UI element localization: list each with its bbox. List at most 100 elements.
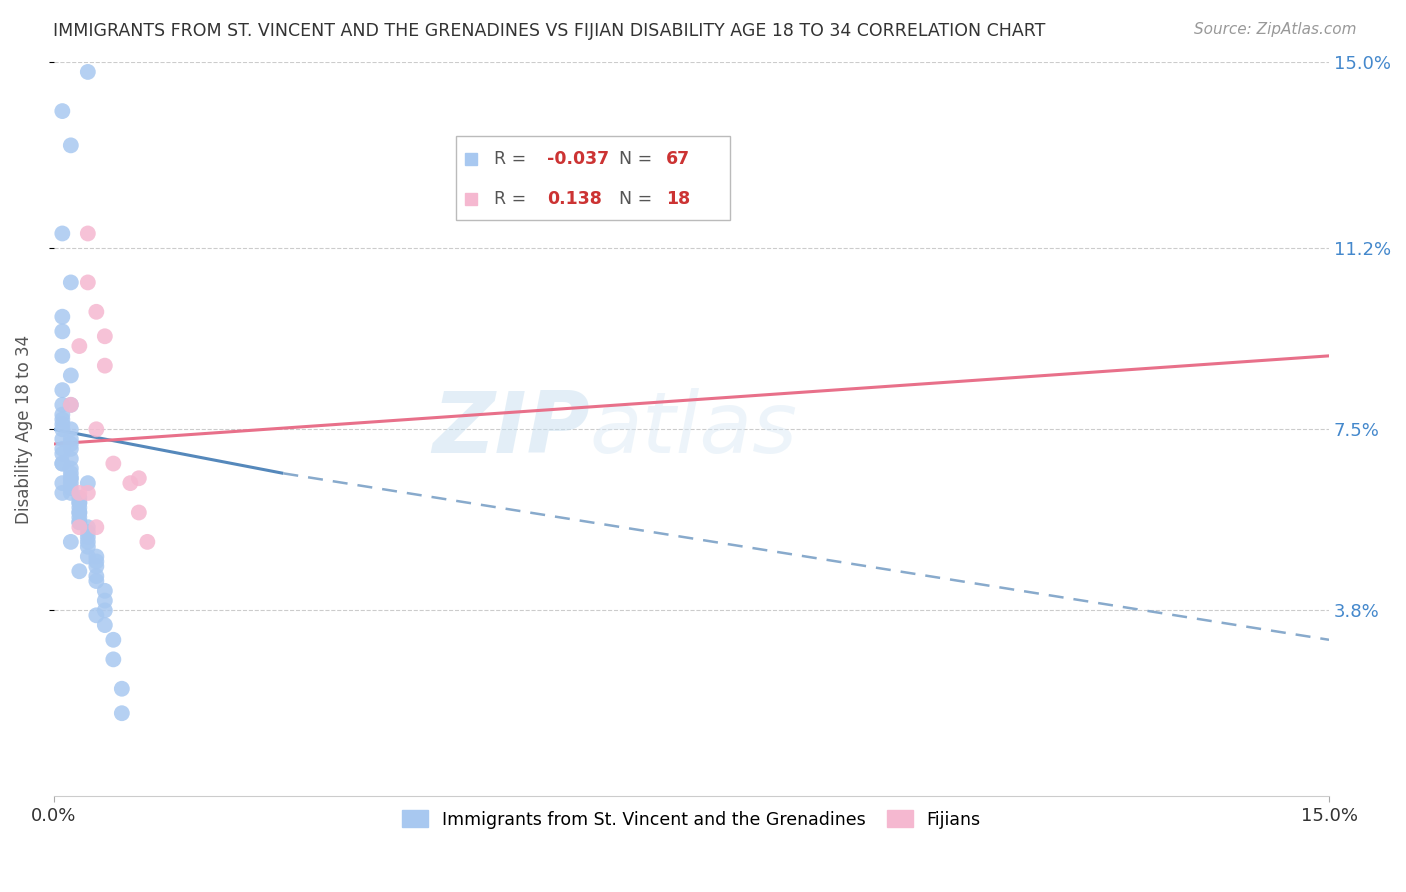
Point [59, 481, 82, 495]
Text: IMMIGRANTS FROM ST. VINCENT AND THE GRENADINES VS FIJIAN DISABILITY AGE 18 TO 34: IMMIGRANTS FROM ST. VINCENT AND THE GREN… [53, 22, 1046, 40]
Point [76, 540, 98, 554]
Point [51, 457, 73, 471]
Point [51, 408, 73, 422]
Point [59, 138, 82, 153]
Point [51, 422, 73, 436]
Point [59, 368, 82, 383]
Point [59, 476, 82, 491]
Point [120, 476, 142, 491]
Point [86, 554, 108, 568]
Text: Source: ZipAtlas.com: Source: ZipAtlas.com [1194, 22, 1357, 37]
Point [76, 227, 98, 241]
Point [103, 457, 125, 471]
Point [67, 510, 90, 524]
Point [59, 486, 82, 500]
Point [86, 549, 108, 564]
Point [76, 476, 98, 491]
Point [94, 618, 117, 632]
Point [67, 491, 90, 505]
FancyBboxPatch shape [456, 136, 730, 220]
Point [94, 359, 117, 373]
Point [94, 593, 117, 607]
Point [67, 339, 90, 353]
Point [67, 516, 90, 530]
Point [94, 583, 117, 598]
Point [67, 516, 90, 530]
Point [111, 706, 134, 721]
Point [51, 432, 73, 446]
Point [59, 442, 82, 456]
Point [51, 310, 73, 324]
Point [67, 496, 90, 510]
Text: -0.037: -0.037 [547, 150, 609, 169]
Point [86, 422, 108, 436]
Text: R =: R = [494, 190, 531, 208]
Text: ZIP: ZIP [432, 388, 589, 471]
Point [67, 564, 90, 578]
Point [67, 496, 90, 510]
Point [67, 520, 90, 534]
Point [76, 276, 98, 290]
Point [76, 534, 98, 549]
Point [59, 534, 82, 549]
Text: N =: N = [619, 150, 658, 169]
Point [76, 486, 98, 500]
Point [76, 65, 98, 79]
Point [51, 457, 73, 471]
Point [51, 104, 73, 119]
Point [59, 471, 82, 485]
Point [86, 559, 108, 574]
Point [59, 432, 82, 446]
Point [553, 153, 575, 167]
Point [51, 325, 73, 339]
Point [51, 417, 73, 432]
Point [128, 506, 150, 520]
Text: 67: 67 [666, 150, 690, 169]
Point [59, 276, 82, 290]
Point [51, 476, 73, 491]
Point [51, 412, 73, 426]
Point [51, 486, 73, 500]
Point [111, 681, 134, 696]
Point [103, 652, 125, 666]
Point [94, 329, 117, 343]
Point [51, 349, 73, 363]
Point [59, 467, 82, 481]
Point [76, 520, 98, 534]
Point [86, 520, 108, 534]
Point [86, 574, 108, 588]
Point [86, 305, 108, 319]
Point [86, 608, 108, 623]
Point [67, 500, 90, 515]
Point [67, 506, 90, 520]
Point [136, 534, 159, 549]
Text: 0.138: 0.138 [547, 190, 602, 208]
Point [59, 437, 82, 451]
Point [59, 422, 82, 436]
Point [76, 530, 98, 544]
Text: N =: N = [619, 190, 658, 208]
Point [103, 632, 125, 647]
Point [51, 398, 73, 412]
Text: atlas: atlas [589, 388, 797, 471]
Point [59, 398, 82, 412]
Point [51, 383, 73, 397]
Point [59, 451, 82, 466]
Point [51, 227, 73, 241]
Point [76, 549, 98, 564]
Point [76, 525, 98, 540]
Point [59, 471, 82, 485]
Text: R =: R = [494, 150, 531, 169]
Point [67, 486, 90, 500]
Text: 18: 18 [666, 190, 690, 208]
Point [86, 569, 108, 583]
Point [67, 506, 90, 520]
Point [128, 471, 150, 485]
Point [94, 603, 117, 617]
Point [51, 447, 73, 461]
Point [51, 442, 73, 456]
Legend: Immigrants from St. Vincent and the Grenadines, Fijians: Immigrants from St. Vincent and the Gren… [395, 804, 987, 836]
Point [59, 461, 82, 475]
Y-axis label: Disability Age 18 to 34: Disability Age 18 to 34 [15, 334, 32, 524]
Point [59, 398, 82, 412]
